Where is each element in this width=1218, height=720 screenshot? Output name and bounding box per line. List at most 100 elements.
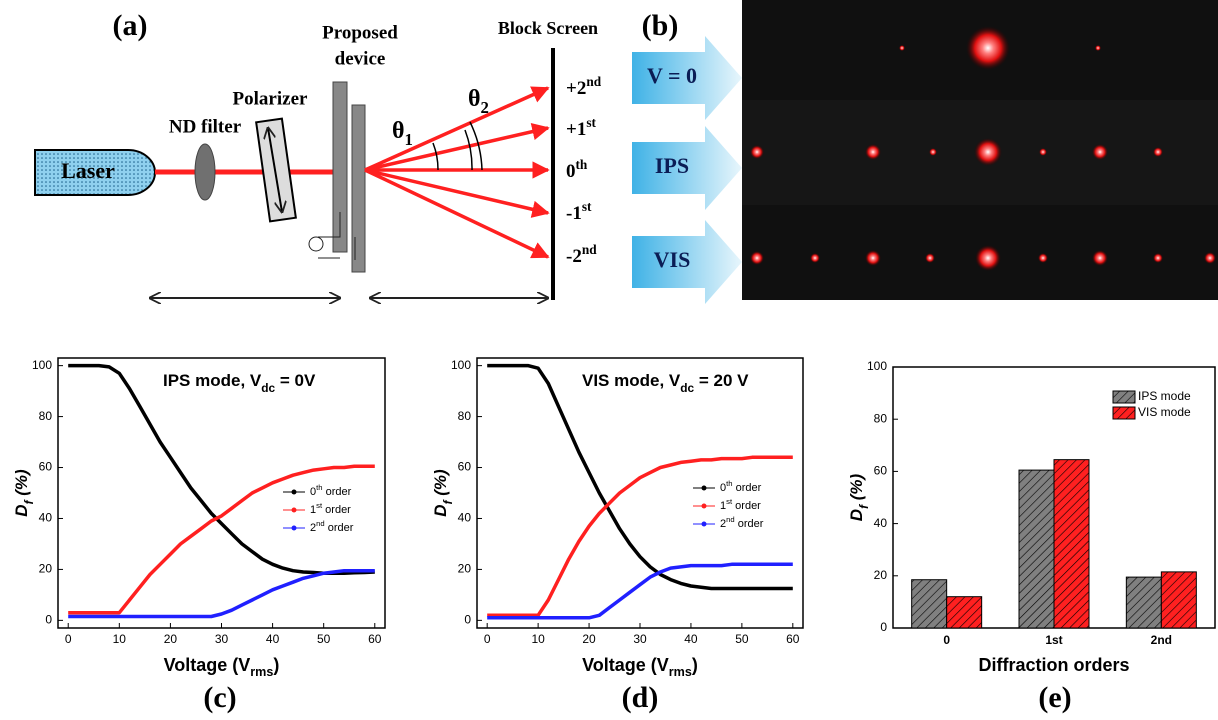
laser-body xyxy=(34,149,156,196)
legend-label-part: th xyxy=(316,483,322,492)
legend-label-part: st xyxy=(316,501,323,510)
panel-label: (c) xyxy=(203,681,236,714)
data-line xyxy=(68,464,375,615)
legend-label-part: 0 xyxy=(310,486,316,498)
legend-label-part: 1 xyxy=(720,500,726,512)
legend-label: 0th order xyxy=(720,479,762,494)
order-label: +2nd xyxy=(566,74,602,100)
x-axis-label-part: Voltage (V xyxy=(164,655,251,675)
y-axis-label-part: (%) xyxy=(847,473,866,505)
legend-swatch xyxy=(1112,406,1136,420)
y-tick-label: 100 xyxy=(32,358,52,372)
x-axis-label: Diffraction orders xyxy=(978,655,1129,675)
y-tick-label: 60 xyxy=(458,460,472,474)
y-axis-label-part: (%) xyxy=(12,469,31,501)
legend-label: IPS mode xyxy=(1138,389,1191,403)
x-tick-label: 0 xyxy=(65,632,72,646)
legend-label-part: order xyxy=(322,504,351,516)
spots xyxy=(750,26,1216,271)
order-label: 0th xyxy=(566,157,588,183)
bar xyxy=(946,596,983,629)
y-tick-label: 80 xyxy=(458,409,472,423)
legend-label-part: 2 xyxy=(720,518,726,530)
y-axis-label: Df (%) xyxy=(847,473,871,521)
order-label-part: nd xyxy=(582,242,597,257)
legend-label-part: nd xyxy=(316,519,325,528)
legend-label-part: order xyxy=(735,518,764,530)
component-label: Polarizer xyxy=(233,88,308,109)
y-axis-label-part: (%) xyxy=(431,469,450,501)
x-tick-label: 40 xyxy=(684,632,698,646)
annotation: VIS mode, Vdc = 20 V xyxy=(582,371,749,395)
annotation-part: = 20 V xyxy=(694,371,749,390)
legend-marker xyxy=(701,485,707,491)
order-label-part: th xyxy=(576,157,588,172)
legend-label-part: nd xyxy=(726,515,735,524)
panel-label: (d) xyxy=(622,681,659,714)
substrate xyxy=(351,104,366,273)
row-label: VIS xyxy=(654,247,691,272)
data-line xyxy=(487,562,793,620)
y-tick-label: 40 xyxy=(874,516,888,530)
y-tick-label: 100 xyxy=(451,358,471,372)
y-axis-label: Df (%) xyxy=(431,469,455,517)
bar xyxy=(1018,469,1055,629)
laser-label: Laser xyxy=(61,158,115,183)
annotation-part: dc xyxy=(261,381,275,395)
setup-diagram xyxy=(34,48,555,300)
legend-label: 0th order xyxy=(310,483,352,498)
component-label: ND filter xyxy=(169,116,242,137)
panel-label: (a) xyxy=(113,9,148,42)
y-axis-label-part: D xyxy=(12,504,31,516)
angle-label: θ2 xyxy=(468,86,489,118)
y-axis-label-part: D xyxy=(847,509,866,521)
x-tick-label: 1st xyxy=(1045,633,1062,647)
bar xyxy=(911,579,948,629)
row-label: V = 0 xyxy=(647,63,697,88)
x-axis-label-part: rms xyxy=(669,665,692,679)
x-tick-label: 30 xyxy=(215,632,229,646)
order-label: +1st xyxy=(566,115,597,141)
x-tick-label: 10 xyxy=(531,632,545,646)
y-axis-label-part: f xyxy=(22,499,36,504)
x-axis-label-part: Voltage (V xyxy=(582,655,669,675)
annotation-part: VIS mode, V xyxy=(582,371,681,390)
legend-label-part: order xyxy=(325,522,354,534)
legend-label-part: order xyxy=(732,500,761,512)
angle-label-part: θ xyxy=(392,118,405,144)
x-tick-label: 20 xyxy=(582,632,596,646)
order-label: -1st xyxy=(566,199,592,225)
legend-label: 1st order xyxy=(310,501,351,516)
order-label-part: -2 xyxy=(566,246,582,267)
legend-label-part: 1 xyxy=(310,504,316,516)
x-axis-label-part: rms xyxy=(250,665,273,679)
bar xyxy=(1125,576,1162,629)
component-label: device xyxy=(335,48,386,69)
component-label: Proposed xyxy=(322,22,398,43)
y-tick-label: 80 xyxy=(874,411,888,425)
x-tick-label: 2nd xyxy=(1151,633,1172,647)
order-label-part: +1 xyxy=(566,119,586,140)
y-tick-label: 100 xyxy=(867,359,887,373)
x-tick-label: 0 xyxy=(484,632,491,646)
legend-label-part: 0 xyxy=(720,482,726,494)
order-label-part: st xyxy=(586,115,596,130)
y-tick-label: 20 xyxy=(458,562,472,576)
order-label-part: -1 xyxy=(566,203,582,224)
x-tick-label: 50 xyxy=(317,632,331,646)
y-tick-label: 60 xyxy=(874,464,888,478)
y-tick-label: 0 xyxy=(880,620,887,634)
y-axis-label-part: D xyxy=(431,504,450,516)
legend-label: 2nd order xyxy=(310,519,354,534)
annotation-part: dc xyxy=(680,381,694,395)
data-line xyxy=(68,568,375,619)
panel-label: (b) xyxy=(642,9,679,42)
substrate xyxy=(332,81,348,253)
legend-marker xyxy=(291,489,297,495)
y-axis-label-part: f xyxy=(857,504,871,509)
y-tick-label: 20 xyxy=(874,568,888,582)
legend-label: 1st order xyxy=(720,497,761,512)
annotation: IPS mode, Vdc = 0V xyxy=(163,371,316,395)
order-label-part: +2 xyxy=(566,78,586,99)
y-axis-label: Df (%) xyxy=(12,469,36,517)
